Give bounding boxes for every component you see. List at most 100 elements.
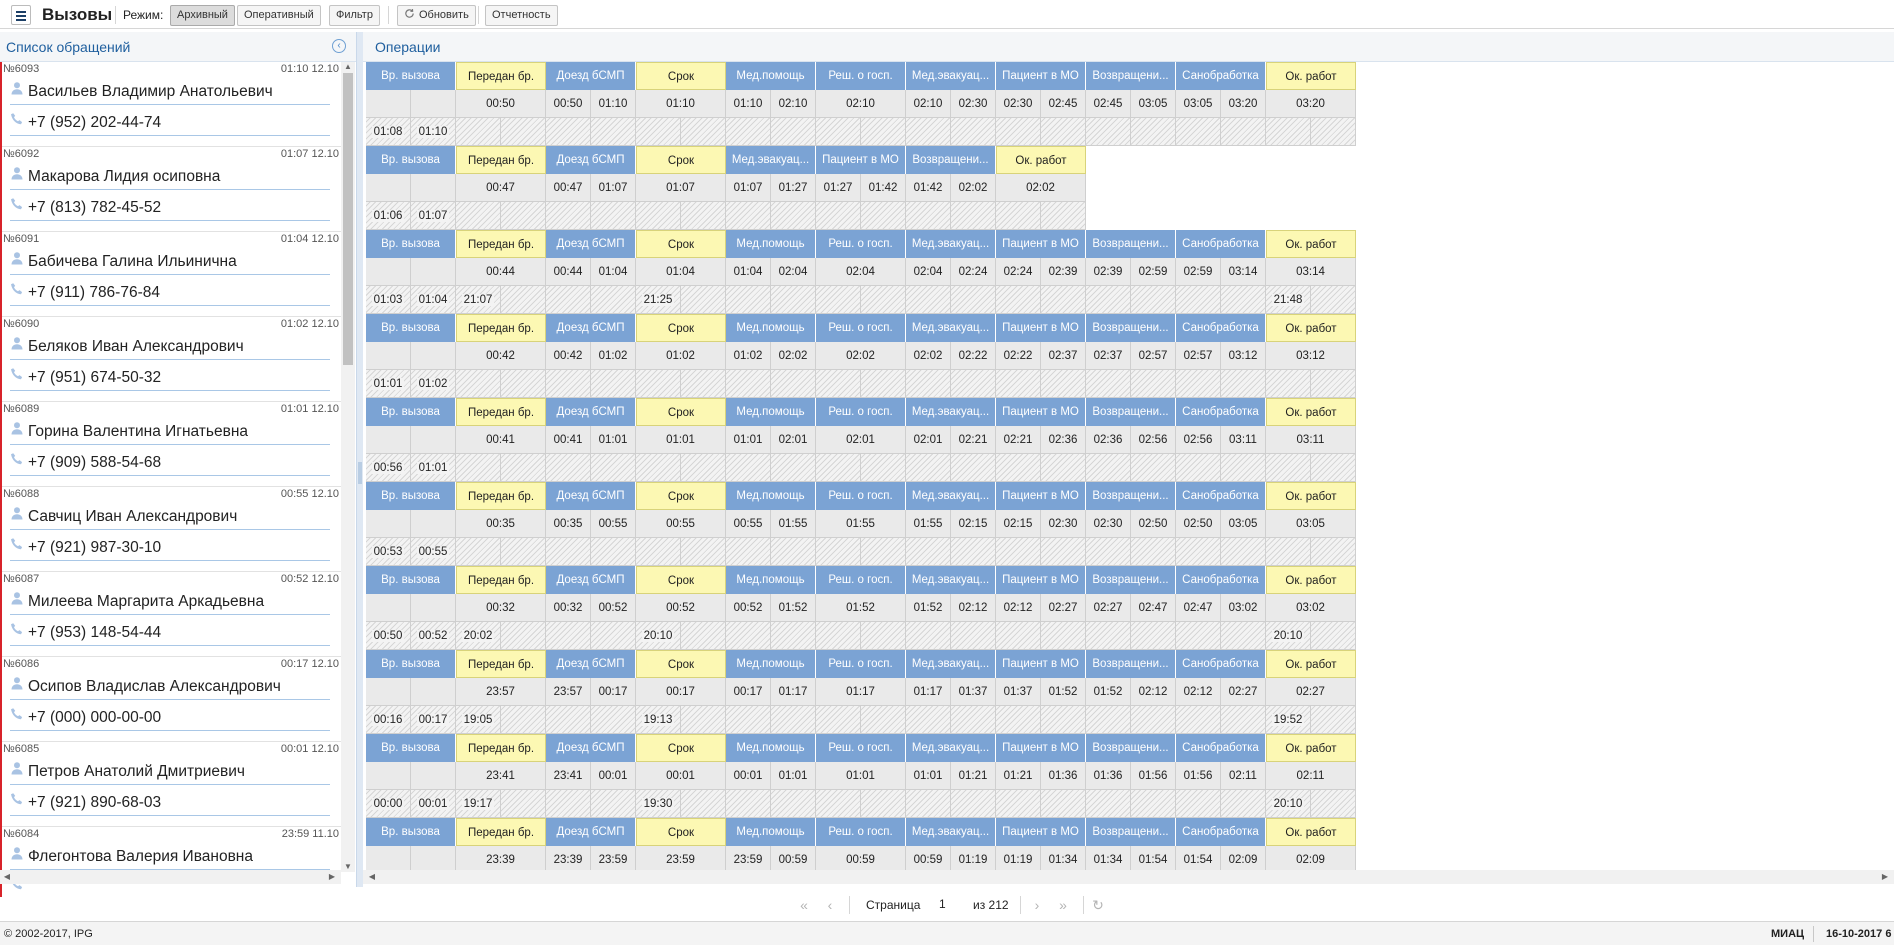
operation-stage-header: Мед.помощь	[726, 230, 816, 258]
time-value: 21:48	[1271, 294, 1305, 306]
call-list-item[interactable]: №6084 23:59 11.10 Флегонтова Валерия Ивано…	[0, 827, 341, 897]
time-cell: 01:54	[1131, 846, 1176, 872]
scroll-left-arrow-icon[interactable]: ◀	[3, 872, 11, 881]
time-cell: 02:12	[1131, 678, 1176, 706]
time-cell: 02:37	[1041, 342, 1086, 370]
call-list-horizontal-scrollbar[interactable]: ◀ ▶	[0, 870, 341, 884]
operative-mode-button[interactable]: Оперативный	[237, 5, 321, 26]
time-value: 19:30	[641, 798, 675, 810]
hamburger-menu-button[interactable]	[11, 5, 31, 25]
splitter-grip[interactable]	[358, 462, 362, 484]
time-cell: 02:21	[996, 426, 1041, 454]
operation-stage-header: Срок	[636, 398, 726, 426]
operation-stage-header: Ок. работ	[1266, 734, 1356, 762]
collapse-panel-icon[interactable]: ‹	[332, 39, 346, 53]
priority-accent	[0, 147, 2, 232]
time-value: 00:56	[371, 462, 405, 474]
prev-page-icon[interactable]: ‹	[827, 897, 833, 913]
time-cell: 00:50	[546, 90, 591, 118]
time-value: 01:08	[371, 126, 405, 138]
archive-mode-button[interactable]: Архивный	[170, 5, 235, 26]
time-cell: 01:04	[591, 258, 636, 286]
time-cell: 01:10	[636, 90, 726, 118]
scroll-right-arrow-icon[interactable]: ▶	[1881, 872, 1889, 881]
time-cell: 00:01	[591, 762, 636, 790]
time-cell: 02:01	[906, 426, 951, 454]
operation-stage-header: Реш. о госп.	[816, 734, 906, 762]
operations-title: Операции	[375, 39, 441, 55]
operation-stage-header: Реш. о госп.	[816, 62, 906, 90]
user-icon	[11, 592, 23, 605]
scroll-down-arrow-icon[interactable]: ▼	[344, 862, 352, 871]
time-cell	[951, 706, 996, 734]
user-icon	[11, 507, 23, 520]
priority-accent	[0, 402, 2, 487]
call-list-item[interactable]: №6089 01:01 12.10 Горина Валентина Игнатье…	[0, 402, 341, 487]
time-cell	[1221, 706, 1266, 734]
call-list-item[interactable]: №6091 01:04 12.10 Бабичева Галина Ильиничн…	[0, 232, 341, 317]
operations-header: Операции	[363, 32, 1894, 62]
pager-divider	[1083, 896, 1084, 914]
time-cell: 00:17	[411, 706, 456, 734]
operation-stage-header: Передан бр.	[456, 146, 546, 174]
call-list-item[interactable]: №6087 00:52 12.10 Милеева Маргарита Аркадь…	[0, 572, 341, 657]
time-cell: 02:39	[1041, 258, 1086, 286]
operation-stage-header: Передан бр.	[456, 230, 546, 258]
time-cell	[501, 706, 546, 734]
time-cell	[1041, 538, 1086, 566]
time-cell: 02:30	[1086, 510, 1131, 538]
call-list-item[interactable]: №6090 01:02 12.10 Беляков Иван Александров…	[0, 317, 341, 402]
scroll-left-arrow-icon[interactable]: ◀	[368, 872, 376, 881]
call-time: 00:52 12.10	[280, 573, 339, 585]
time-cell: 01:06	[366, 202, 411, 230]
operation-stage-header: Доезд бСМП	[546, 230, 636, 258]
time-cell	[726, 790, 771, 818]
call-list-item[interactable]: №6093 01:10 12.10 Васильев Владимир Анатол…	[0, 62, 341, 147]
operation-stage-header: Ок. работ	[1266, 566, 1356, 594]
reload-icon[interactable]: ↻	[1092, 897, 1104, 913]
call-list-vertical-scrollbar[interactable]: ▲ ▼	[341, 62, 355, 872]
time-cell: 03:20	[1221, 90, 1266, 118]
reports-button[interactable]: Отчетность	[485, 5, 558, 26]
page-number-input[interactable]: 1	[939, 897, 946, 911]
time-value: 01:10	[416, 126, 450, 138]
time-cell	[816, 202, 861, 230]
phone-field: +7 (909) 588-54-68	[10, 452, 330, 476]
call-list-item[interactable]: №6085 00:01 12.10 Петров Анатолий Дмитриев…	[0, 742, 341, 827]
time-cell: 02:02	[816, 342, 906, 370]
time-cell	[1221, 454, 1266, 482]
operation-stage-header: Срок	[636, 650, 726, 678]
time-cell	[501, 790, 546, 818]
filter-button[interactable]: Фильтр	[329, 5, 380, 26]
time-cell	[411, 426, 456, 454]
time-cell: 00:17	[636, 678, 726, 706]
scroll-right-arrow-icon[interactable]: ▶	[328, 872, 336, 881]
next-page-icon[interactable]: ›	[1034, 897, 1040, 913]
call-list-item[interactable]: №6086 00:17 12.10 Осипов Владислав Алексан…	[0, 657, 341, 742]
time-cell: 02:22	[996, 342, 1041, 370]
phone-field: +7 (000) 000-00-00	[10, 707, 330, 731]
phone-field: +7 (813) 782-45-52	[10, 197, 330, 221]
operation-stage-header: Возвращени...	[1086, 566, 1176, 594]
refresh-button[interactable]: Обновить	[397, 5, 476, 26]
patient-name: Макарова Лидия осиповна	[28, 168, 221, 185]
scrollbar-thumb[interactable]	[343, 73, 353, 365]
call-list-item[interactable]: №6092 01:07 12.10 Макарова Лидия осиповна +…	[0, 147, 341, 232]
time-cell	[861, 622, 906, 650]
call-number: №6090	[3, 318, 40, 330]
time-cell	[501, 622, 546, 650]
panel-splitter[interactable]	[357, 32, 363, 887]
last-page-icon[interactable]: »	[1059, 897, 1067, 913]
first-page-icon[interactable]: «	[800, 897, 808, 913]
call-list-item[interactable]: №6088 00:55 12.10 Савчиц Иван Александрови…	[0, 487, 341, 572]
time-cell	[816, 622, 861, 650]
time-cell	[591, 706, 636, 734]
operations-horizontal-scrollbar[interactable]: ◀ ▶	[363, 870, 1894, 884]
time-cell: 03:11	[1221, 426, 1266, 454]
time-cell	[726, 202, 771, 230]
time-cell: 01:01	[906, 762, 951, 790]
time-cell	[1041, 118, 1086, 146]
time-cell: 00:55	[591, 510, 636, 538]
scroll-up-arrow-icon[interactable]: ▲	[344, 62, 352, 71]
time-cell	[861, 118, 906, 146]
